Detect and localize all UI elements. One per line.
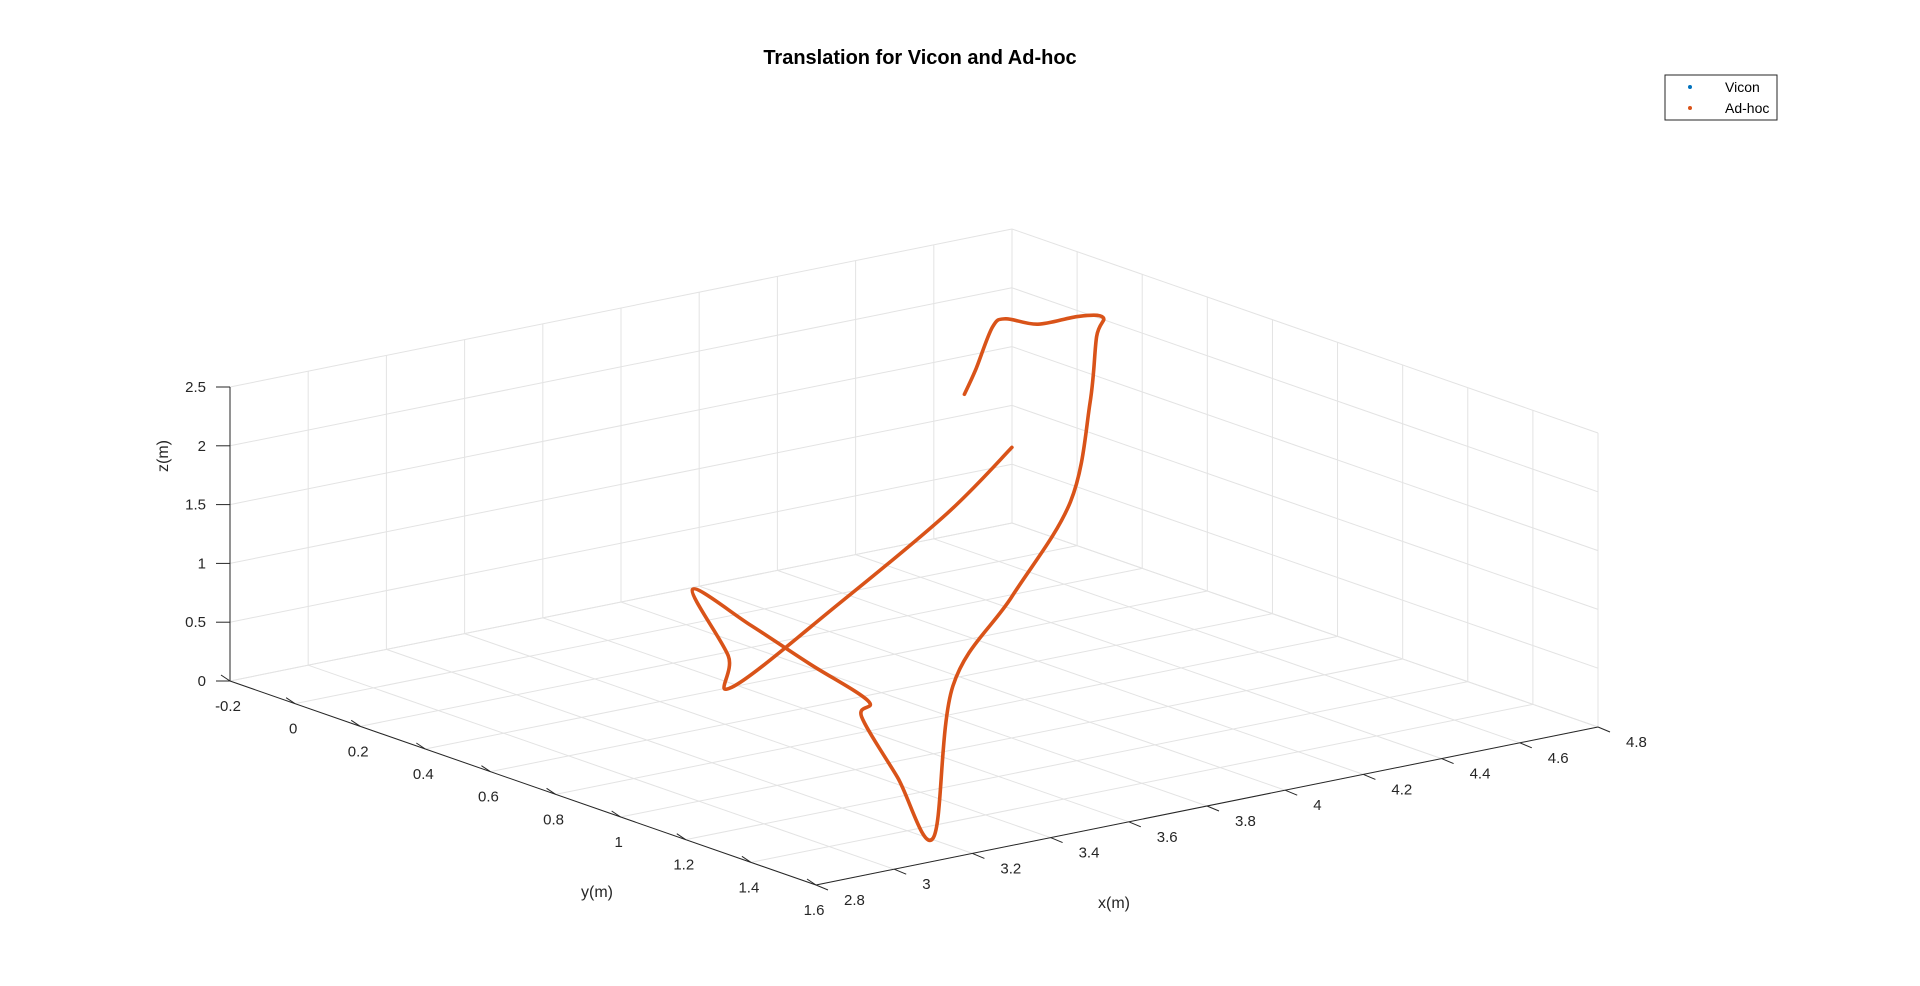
z-tick-label: 0.5 [185, 614, 206, 631]
series-line-adhoc [690, 313, 1106, 843]
grid-line-y-floor [777, 569, 1364, 775]
y-tick-label: 3.6 [1157, 829, 1178, 846]
x-tick-label: 0.2 [348, 743, 369, 760]
y-tick [1597, 726, 1611, 733]
grid-line-y-floor [464, 633, 1051, 839]
grid-line-z-backwall [1011, 346, 1599, 552]
x-tick-label: 0.8 [543, 811, 564, 828]
grid-lines [229, 228, 1599, 886]
x-tick [285, 697, 296, 705]
grid-line-z-backwall [1011, 404, 1599, 610]
x-tick-label: 0 [289, 721, 297, 738]
x-tick-label: 1 [614, 834, 622, 851]
legend-marker-vicon [1688, 85, 1692, 89]
x-tick [611, 810, 621, 818]
z-axis-label: z(m) [155, 440, 172, 472]
legend[interactable]: Vicon Ad-hoc [1664, 74, 1778, 121]
x-tick-label: 1.4 [738, 879, 759, 896]
grid-line-y-floor [620, 601, 1208, 807]
grid-line-z-backwall [1011, 463, 1599, 669]
grid-line-y-floor [855, 554, 1442, 760]
y-tick [972, 852, 985, 859]
grid-line-y-floor [699, 585, 1286, 791]
grid-line-z-sidewall [229, 346, 1013, 506]
y-tick-label: 3 [922, 876, 930, 893]
x-tick [676, 833, 687, 841]
legend-marker-adhoc [1688, 106, 1692, 110]
x-tick [481, 765, 491, 773]
y-tick-label: 4.6 [1548, 750, 1569, 767]
x-tick-label: 1.6 [804, 902, 825, 919]
grid-line-z-sidewall [229, 287, 1013, 447]
y-tick-label: 3.8 [1235, 813, 1256, 830]
y-tick [1050, 837, 1063, 844]
x-tick [220, 674, 231, 682]
x-tick [350, 719, 361, 727]
grid-line-z-backwall [1011, 522, 1599, 728]
grid-line-y-floor [308, 664, 895, 870]
grid-line-z-sidewall [229, 404, 1013, 564]
z-tick-label: 1 [198, 555, 206, 572]
y-tick [1441, 758, 1454, 765]
z-tick-label: 2 [198, 438, 206, 455]
x-tick [416, 742, 426, 750]
x-tick [741, 855, 752, 863]
x-tick-label: 0.4 [413, 766, 434, 783]
z-tick-label: 0 [198, 673, 206, 690]
series-line-vicon [691, 314, 1105, 842]
y-tick-label: 4.4 [1470, 766, 1491, 783]
grid-line-z-backwall [1011, 228, 1599, 434]
y-axis-label: y(m) [581, 884, 613, 901]
grid-line-z-sidewall [229, 522, 1013, 682]
y-tick [894, 868, 907, 875]
x-tick [546, 787, 556, 795]
z-tick-label: 2.5 [185, 379, 206, 396]
y-tick [1128, 821, 1141, 828]
legend-label-adhoc: Ad-hoc [1725, 100, 1769, 116]
chart-title: Translation for Vicon and Ad-hoc [763, 47, 1076, 69]
trajectory-series [690, 313, 1106, 843]
grid-line-z-sidewall [229, 463, 1013, 623]
tick-labels: -0.2 0 0.2 0.4 0.6 0.8 1 1.2 1.4 1.6 2.8 3 3.2 3.4 3.6… [185, 379, 1647, 919]
grid-line-z-backwall [1011, 287, 1599, 493]
y-tick [1363, 773, 1376, 780]
grid-line-y-floor [933, 538, 1520, 744]
y-tick [1519, 742, 1532, 749]
y-tick-label: 3.2 [1000, 860, 1021, 877]
y-tick [1285, 789, 1298, 796]
y-tick [815, 884, 829, 891]
x-axis-line [229, 680, 817, 886]
grid-line-y-floor [386, 648, 973, 854]
legend-box [1664, 74, 1778, 121]
grid-line-y-floor [542, 617, 1129, 823]
x-axis-label: x(m) [1098, 895, 1130, 912]
x-tick [806, 878, 817, 886]
z-tick-label: 1.5 [185, 497, 206, 514]
y-tick-label: 2.8 [844, 892, 865, 909]
x-tick-label: 0.6 [478, 789, 499, 806]
x-tick-label: -0.2 [215, 698, 241, 715]
y-tick-label: 4 [1313, 797, 1321, 814]
y-tick-label: 3.4 [1079, 845, 1100, 862]
y-tick [1206, 805, 1220, 812]
y-tick-label: 4.2 [1391, 781, 1412, 798]
legend-label-vicon: Vicon [1725, 79, 1760, 95]
x-tick-label: 1.2 [673, 857, 694, 874]
grid-line-z-sidewall [229, 228, 1013, 388]
y-tick-label: 4.8 [1626, 734, 1647, 751]
